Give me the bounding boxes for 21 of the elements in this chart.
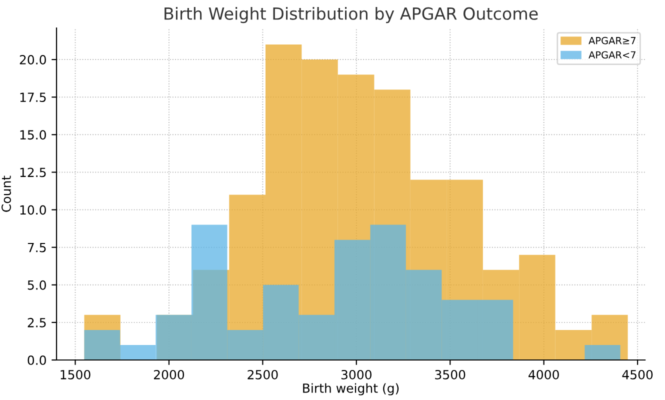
- x-axis-title: Birth weight (g): [303, 383, 399, 396]
- y-tick-label: 5.0: [28, 280, 46, 290]
- chart-title: Birth Weight Distribution by APGAR Outcome: [164, 7, 538, 24]
- y-tick-label: 0.0: [28, 355, 46, 365]
- x-tick-label: 3000: [341, 370, 372, 380]
- y-tick-label: 7.5: [28, 242, 46, 252]
- x-tick-label: 4000: [528, 370, 559, 380]
- y-tick-label: 17.5: [20, 92, 46, 102]
- y-tick-label: 15.0: [20, 130, 46, 140]
- x-tick-label: 2500: [248, 370, 278, 380]
- y-axis-title: Count: [2, 176, 11, 212]
- y-tick-label: 12.5: [20, 168, 46, 178]
- x-tick-label: 1500: [60, 370, 90, 380]
- y-tick-label: 10.0: [20, 205, 46, 215]
- legend-label: APGAR≥7: [588, 36, 636, 44]
- y-tick-label: 2.5: [28, 318, 46, 328]
- x-tick-label: 2000: [154, 370, 184, 380]
- legend-label: APGAR<7: [588, 51, 636, 59]
- x-tick-label: 4500: [622, 370, 653, 380]
- x-tick-label: 3500: [435, 370, 466, 380]
- y-tick-label: 20.0: [20, 55, 46, 64]
